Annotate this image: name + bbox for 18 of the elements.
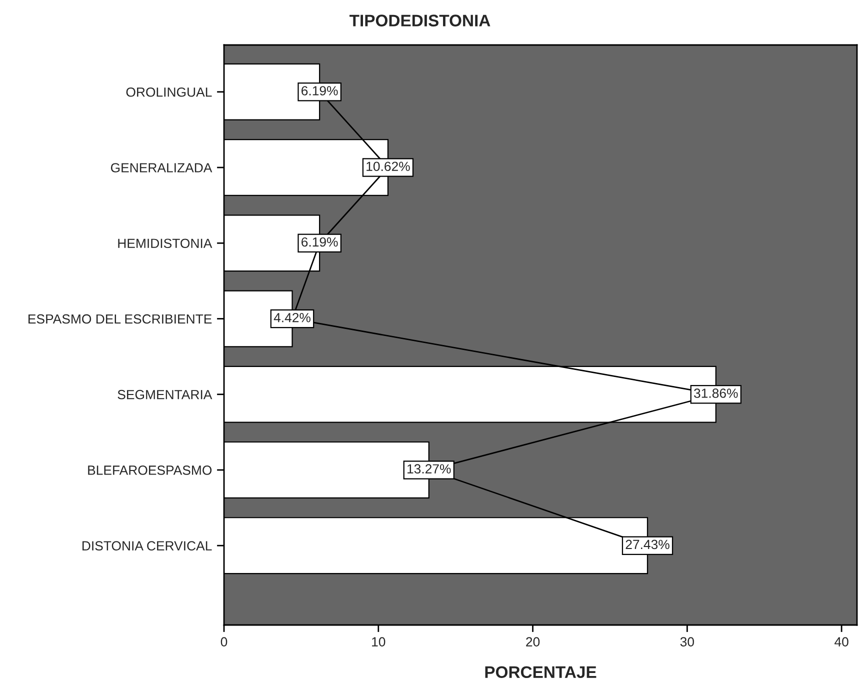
data-label: 27.43% xyxy=(626,540,670,550)
y-tick-label: SEGMENTARIA xyxy=(118,390,212,400)
x-tick-label: 40 xyxy=(834,637,848,646)
data-label: 10.62% xyxy=(366,162,410,172)
x-tick-label: 20 xyxy=(526,637,540,646)
y-tick-label: BLEFAROESPASMO xyxy=(88,466,212,475)
y-tick-label: OROLINGUAL xyxy=(126,87,212,97)
x-tick-label: 0 xyxy=(220,637,228,646)
y-tick-label: DISTONIA CERVICAL xyxy=(82,541,212,551)
chart-title: TIPODEDISTONIA xyxy=(349,14,490,26)
x-axis-title: PORCENTAJE xyxy=(485,666,596,678)
x-tick-label: 30 xyxy=(680,637,694,646)
y-tick-label: HEMIDISTONIA xyxy=(118,238,212,248)
y-tick-label: GENERALIZADA xyxy=(110,163,212,172)
y-tick-label: ESPASMO DEL ESCRIBIENTE xyxy=(28,314,212,324)
data-label: 31.86% xyxy=(694,388,738,398)
x-tick-label: 10 xyxy=(372,637,386,646)
data-label: 13.27% xyxy=(408,464,451,474)
